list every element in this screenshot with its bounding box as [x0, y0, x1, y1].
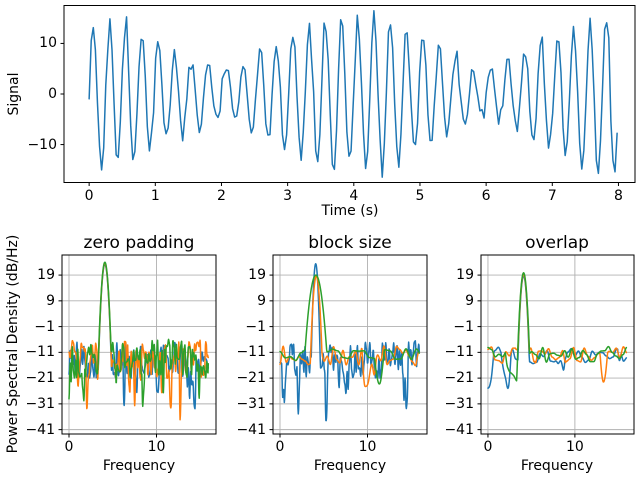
y-tick-label: −10 [27, 136, 57, 153]
y-tick-label: −11 [25, 344, 55, 361]
psd-trace-green [68, 261, 210, 408]
psd-trace-blue [68, 263, 210, 410]
y-tick-label: −11 [236, 344, 266, 361]
psd-trace-green [487, 272, 628, 382]
series-group [279, 263, 421, 422]
x-tick-label: 3 [283, 187, 293, 204]
x-tick-label: 6 [481, 187, 491, 204]
time-x-axis-label: Time (s) [321, 203, 379, 219]
y-tick-label: −1 [453, 318, 474, 335]
y-tick-label: −11 [444, 344, 474, 361]
psd-trace-blue [279, 263, 421, 422]
axes-spines [61, 254, 217, 435]
overlap-title: overlap [525, 233, 589, 253]
frequency-x-axis-label-2: Frequency [313, 458, 387, 474]
series-group [88, 10, 618, 178]
psd-shared-y-axis-label: Power Spectral Density (dB/Hz) [5, 234, 21, 454]
x-tick-label: 5 [415, 187, 425, 204]
zero-padding-title: zero padding [83, 233, 195, 253]
y-tick-label: −41 [25, 421, 55, 438]
series-group [487, 272, 628, 390]
x-tick-label: 10 [147, 439, 166, 455]
y-tick-label: −31 [25, 395, 55, 412]
psd-trace-orange [68, 262, 210, 421]
psd-trace-green [279, 274, 421, 385]
y-tick-label: −41 [444, 421, 474, 438]
y-tick-label: 9 [465, 292, 474, 309]
x-tick-label: 4 [349, 187, 359, 204]
y-tick-label: 10 [39, 35, 57, 52]
y-tick-label: −1 [34, 318, 55, 335]
x-tick-label: 0 [64, 439, 74, 455]
frequency-x-axis-label-1: Frequency [102, 458, 176, 474]
signal-line [88, 10, 618, 178]
psd-trace-orange [487, 273, 628, 383]
y-tick-label: 9 [46, 292, 55, 309]
axes-spines [480, 254, 635, 435]
y-tick-label: −31 [444, 395, 474, 412]
x-tick-label: 0 [483, 439, 493, 455]
x-tick-label: 2 [217, 187, 226, 204]
y-tick-label: 19 [456, 267, 474, 284]
y-tick-label: 19 [248, 267, 266, 284]
psd-trace-blue [487, 275, 628, 390]
y-tick-label: −1 [245, 318, 266, 335]
y-tick-label: −21 [25, 370, 55, 387]
x-tick-label: 8 [613, 187, 623, 204]
y-tick-label: −21 [444, 370, 474, 387]
y-tick-label: −31 [236, 395, 266, 412]
y-tick-label: 19 [37, 267, 55, 284]
x-tick-label: 7 [547, 187, 557, 204]
block-size-title: block size [308, 233, 392, 253]
signal-y-axis-label: Signal [6, 72, 22, 116]
y-tick-label: −21 [236, 370, 266, 387]
y-tick-label: 9 [257, 292, 266, 309]
x-tick-label: 0 [275, 439, 285, 455]
axes-spines [272, 254, 428, 435]
frequency-x-axis-label-3: Frequency [520, 458, 594, 474]
y-tick-label: −41 [236, 421, 266, 438]
x-tick-label: 1 [150, 187, 160, 204]
series-group [68, 261, 210, 421]
x-tick-label: 0 [84, 187, 94, 204]
x-tick-label: 10 [358, 439, 377, 455]
x-tick-label: 10 [565, 439, 584, 455]
y-tick-label: 0 [48, 86, 57, 102]
